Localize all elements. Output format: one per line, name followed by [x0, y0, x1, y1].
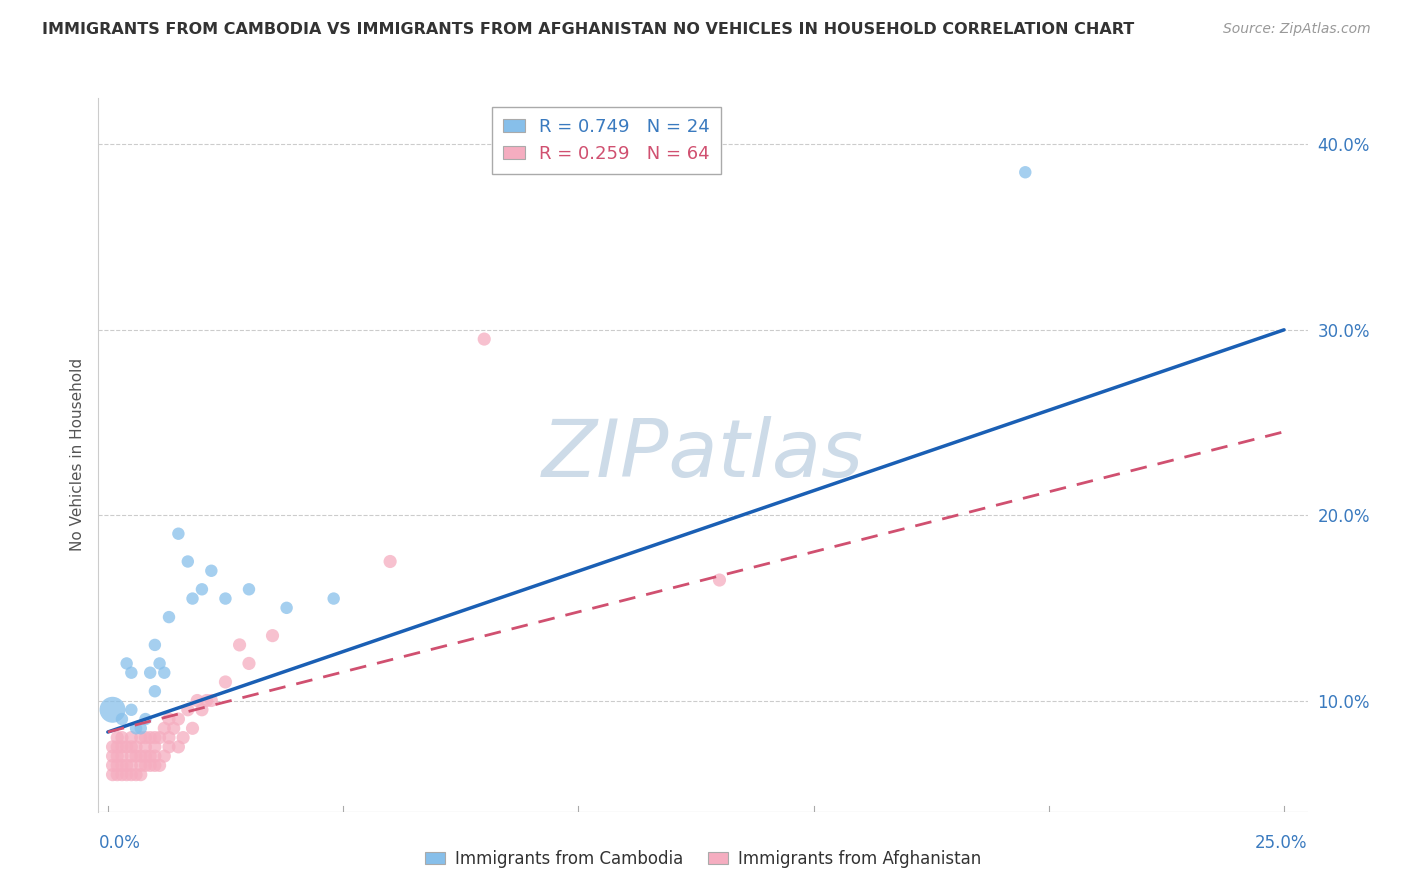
Point: [115, 739, 138, 754]
Point: [378, 554, 401, 568]
Point: [105, 739, 128, 754]
Point: [163, 721, 186, 735]
Point: [149, 758, 172, 772]
Point: [181, 591, 204, 606]
Point: [125, 749, 148, 764]
Point: [709, 573, 731, 587]
Point: [167, 712, 190, 726]
Point: [129, 758, 152, 772]
Y-axis label: No Vehicles in Household: No Vehicles in Household: [69, 359, 84, 551]
Point: [120, 749, 142, 764]
Point: [472, 332, 495, 346]
Point: [143, 749, 166, 764]
Point: [238, 582, 260, 597]
Point: [120, 665, 142, 680]
Point: [228, 638, 250, 652]
Point: [125, 721, 148, 735]
Point: [214, 591, 236, 606]
Point: [195, 693, 218, 707]
Point: [125, 767, 148, 781]
Point: [139, 731, 162, 745]
Point: [129, 749, 152, 764]
Point: [134, 712, 156, 726]
Point: [105, 767, 128, 781]
Point: [115, 767, 138, 781]
Point: [149, 657, 172, 671]
Point: [157, 610, 180, 624]
Point: [111, 712, 134, 726]
Point: [143, 731, 166, 745]
Legend: R = 0.749   N = 24, R = 0.259   N = 64: R = 0.749 N = 24, R = 0.259 N = 64: [492, 107, 720, 174]
Point: [120, 739, 142, 754]
Point: [105, 749, 128, 764]
Point: [115, 657, 138, 671]
Point: [143, 638, 166, 652]
Point: [191, 582, 214, 597]
Point: [157, 712, 180, 726]
Point: [139, 749, 162, 764]
Point: [181, 721, 204, 735]
Point: [120, 703, 142, 717]
Point: [111, 767, 134, 781]
Point: [157, 731, 180, 745]
Point: [129, 721, 152, 735]
Point: [120, 767, 142, 781]
Point: [101, 767, 124, 781]
Point: [111, 739, 134, 754]
Point: [191, 703, 214, 717]
Point: [167, 526, 190, 541]
Point: [200, 693, 222, 707]
Point: [101, 739, 124, 754]
Point: [134, 749, 156, 764]
Point: [105, 758, 128, 772]
Point: [134, 758, 156, 772]
Text: IMMIGRANTS FROM CAMBODIA VS IMMIGRANTS FROM AFGHANISTAN NO VEHICLES IN HOUSEHOLD: IMMIGRANTS FROM CAMBODIA VS IMMIGRANTS F…: [42, 22, 1135, 37]
Point: [322, 591, 344, 606]
Point: [139, 665, 162, 680]
Point: [120, 758, 142, 772]
Point: [129, 731, 152, 745]
Point: [157, 739, 180, 754]
Point: [153, 665, 176, 680]
Point: [105, 731, 128, 745]
Point: [115, 758, 138, 772]
Point: [120, 731, 142, 745]
Point: [111, 749, 134, 764]
Point: [101, 758, 124, 772]
Point: [200, 564, 222, 578]
Point: [186, 693, 208, 707]
Point: [172, 731, 194, 745]
Point: [149, 731, 172, 745]
Point: [143, 739, 166, 754]
Point: [153, 749, 176, 764]
Point: [262, 629, 284, 643]
Point: [101, 703, 124, 717]
Point: [101, 749, 124, 764]
Point: [177, 703, 200, 717]
Point: [167, 739, 190, 754]
Point: [111, 731, 134, 745]
Point: [134, 731, 156, 745]
Text: Source: ZipAtlas.com: Source: ZipAtlas.com: [1223, 22, 1371, 37]
Point: [153, 721, 176, 735]
Point: [134, 739, 156, 754]
Point: [276, 600, 298, 615]
Point: [177, 554, 200, 568]
Point: [125, 739, 148, 754]
Legend: Immigrants from Cambodia, Immigrants from Afghanistan: Immigrants from Cambodia, Immigrants fro…: [418, 844, 988, 875]
Point: [111, 758, 134, 772]
Point: [1014, 165, 1036, 179]
Point: [129, 767, 152, 781]
Point: [238, 657, 260, 671]
Text: 0.0%: 0.0%: [98, 834, 141, 852]
Point: [143, 684, 166, 698]
Point: [214, 675, 236, 690]
Point: [139, 758, 162, 772]
Text: ZIPatlas: ZIPatlas: [541, 416, 865, 494]
Text: 25.0%: 25.0%: [1256, 834, 1308, 852]
Point: [143, 758, 166, 772]
